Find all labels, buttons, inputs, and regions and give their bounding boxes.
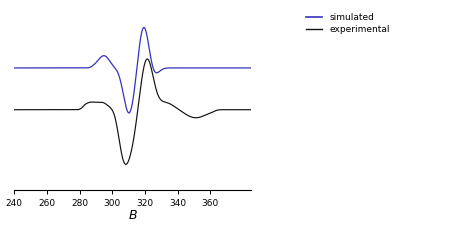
Legend: simulated, experimental: simulated, experimental: [302, 10, 393, 38]
X-axis label: B: B: [128, 210, 137, 223]
